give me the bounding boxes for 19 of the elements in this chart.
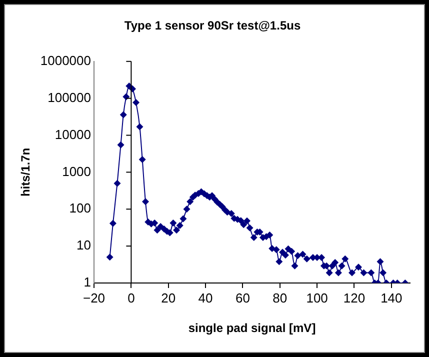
chart-title: Type 1 sensor 90Sr test@1.5us: [124, 18, 301, 33]
y-tick-label: 1000: [62, 164, 92, 179]
x-tick-label: 60: [235, 290, 250, 306]
y-tick-label: 100000: [48, 90, 92, 105]
x-tick-label: −20: [82, 290, 106, 306]
y-tick-label: 10000: [54, 126, 92, 142]
x-tick-label: 100: [306, 290, 328, 306]
x-tick-label: 0: [128, 290, 135, 306]
x-tick-label: 40: [198, 290, 213, 306]
x-axis-title: single pad signal [mV]: [188, 321, 316, 336]
x-tick-label: 120: [343, 290, 366, 306]
y-tick-label: 10: [76, 238, 92, 253]
y-tick-label: 1: [84, 274, 92, 290]
y-tick-label: 100: [69, 200, 92, 216]
x-tick-label: 140: [380, 290, 402, 306]
x-tick-label: 80: [272, 290, 288, 306]
y-axis-title: hits/1.7n: [18, 148, 33, 197]
y-tick-label: 1000000: [40, 52, 92, 68]
x-tick-label: 20: [161, 290, 176, 306]
